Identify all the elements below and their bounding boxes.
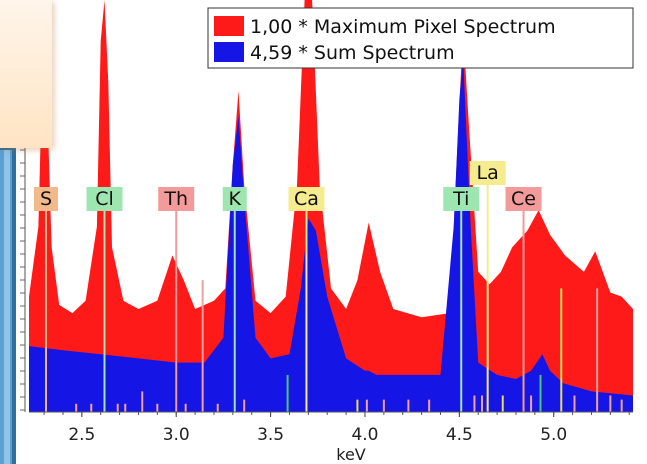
element-label-ti: Ti (452, 188, 469, 210)
element-label-box-cl (86, 187, 123, 211)
element-label-box-s (33, 187, 58, 211)
x-tick-label: 2.5 (68, 425, 95, 445)
element-label-cl: Cl (95, 188, 114, 210)
x-tick-label: 4.0 (351, 425, 378, 445)
element-label-box-ti (443, 187, 480, 211)
x-axis-title: keV (336, 445, 366, 464)
element-label-box-la (469, 161, 506, 185)
overlapping-window-corner (0, 0, 52, 148)
legend-swatch-0 (214, 16, 244, 36)
element-label-box-th (158, 187, 195, 211)
x-tick-label: 4.5 (446, 425, 473, 445)
element-label-k: K (229, 188, 242, 210)
element-label-box-ce (505, 187, 542, 211)
element-label-th: Th (163, 188, 188, 210)
legend-label-0: 1,00 * Maximum Pixel Spectrum (250, 16, 556, 38)
series-area-1 (29, 57, 633, 412)
element-label-box-k (222, 187, 247, 211)
element-label-ce: Ce (511, 188, 536, 210)
x-tick-label: 3.5 (257, 425, 284, 445)
legend-box (207, 7, 634, 69)
element-label-la: La (477, 162, 499, 184)
element-label-box-ca (288, 187, 325, 211)
legend-swatch-1 (214, 42, 244, 62)
element-label-ca: Ca (294, 188, 319, 210)
element-label-s: S (40, 188, 52, 210)
x-tick-label: 5.0 (540, 425, 567, 445)
x-tick-label: 3.0 (163, 425, 190, 445)
series-area-0 (29, 0, 633, 412)
legend-label-1: 4,59 * Sum Spectrum (250, 42, 455, 64)
